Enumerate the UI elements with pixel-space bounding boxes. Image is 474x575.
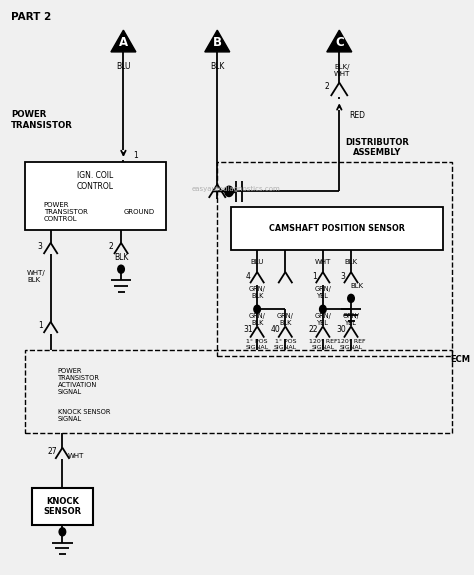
Circle shape (319, 305, 326, 313)
Text: GRN/
YEL: GRN/ YEL (343, 313, 359, 326)
Text: 3: 3 (340, 272, 345, 281)
Circle shape (225, 186, 233, 197)
Text: B: B (213, 36, 222, 49)
Text: 1: 1 (38, 321, 43, 331)
Text: CAMSHAFT POSITION SENSOR: CAMSHAFT POSITION SENSOR (269, 224, 405, 233)
Text: GRN/
BLK: GRN/ BLK (249, 286, 265, 298)
Text: BLK: BLK (114, 253, 128, 262)
Text: 120° REF
SIGNAL: 120° REF SIGNAL (337, 339, 365, 350)
Text: BLK: BLK (350, 283, 363, 289)
Bar (25, 162, 165, 230)
Text: GROUND: GROUND (123, 209, 155, 216)
Text: GRN/
YEL: GRN/ YEL (314, 313, 331, 326)
Text: GRN/
BLK: GRN/ BLK (277, 313, 294, 326)
Text: IGN. COIL
CONTROL: IGN. COIL CONTROL (77, 171, 114, 190)
Text: A: A (119, 36, 128, 49)
Bar (231, 208, 443, 250)
Text: 30: 30 (337, 325, 346, 334)
Text: POWER
TRANSISTOR: POWER TRANSISTOR (11, 110, 73, 129)
Text: BLU: BLU (250, 259, 264, 264)
Polygon shape (205, 30, 230, 52)
Circle shape (59, 528, 66, 536)
Text: 4: 4 (246, 272, 250, 281)
Text: 1: 1 (133, 151, 137, 160)
Text: 40: 40 (271, 325, 281, 334)
Text: WHT: WHT (315, 259, 331, 264)
Text: GRN/
BLK: GRN/ BLK (249, 313, 265, 326)
Text: RED: RED (349, 112, 365, 120)
Text: 31: 31 (243, 325, 253, 334)
Text: 2: 2 (109, 242, 113, 251)
Polygon shape (111, 30, 136, 52)
Text: 27: 27 (47, 447, 57, 455)
Text: DISTRIBUTOR
ASSEMBLY: DISTRIBUTOR ASSEMBLY (345, 137, 409, 157)
Text: BLK: BLK (345, 259, 357, 264)
Text: GRN/
YEL: GRN/ YEL (314, 286, 331, 298)
Polygon shape (327, 30, 352, 52)
Circle shape (348, 294, 354, 302)
Text: KNOCK
SENSOR: KNOCK SENSOR (43, 497, 82, 516)
Text: BLK/
WHT: BLK/ WHT (333, 64, 350, 76)
Circle shape (118, 265, 124, 273)
Circle shape (254, 305, 260, 313)
Text: PART 2: PART 2 (11, 13, 51, 22)
Text: C: C (335, 36, 344, 49)
Text: 120° REF
SIGNAL: 120° REF SIGNAL (309, 339, 337, 350)
Bar (25, 350, 452, 434)
Bar (32, 488, 93, 525)
Text: BLU: BLU (116, 62, 131, 71)
Text: BLK: BLK (210, 62, 225, 71)
Text: easyautodiagnostics.com: easyautodiagnostics.com (191, 186, 281, 192)
Text: WHT: WHT (67, 453, 84, 459)
Text: 1° POS
SIGNAL: 1° POS SIGNAL (274, 339, 297, 350)
Bar (217, 162, 452, 356)
Text: KNOCK SENSOR
SIGNAL: KNOCK SENSOR SIGNAL (58, 409, 110, 421)
Text: 22: 22 (309, 325, 318, 334)
Text: WHT/
BLK: WHT/ BLK (27, 270, 46, 282)
Text: POWER
TRANSISTOR
ACTIVATION
SIGNAL: POWER TRANSISTOR ACTIVATION SIGNAL (58, 369, 100, 396)
Text: 3: 3 (38, 242, 43, 251)
Text: POWER
TRANSISTOR
CONTROL: POWER TRANSISTOR CONTROL (44, 202, 88, 223)
Text: ECM: ECM (450, 355, 470, 363)
Text: 1° POS
SIGNAL: 1° POS SIGNAL (246, 339, 269, 350)
Text: 1: 1 (312, 272, 317, 281)
Text: 2: 2 (324, 82, 329, 91)
